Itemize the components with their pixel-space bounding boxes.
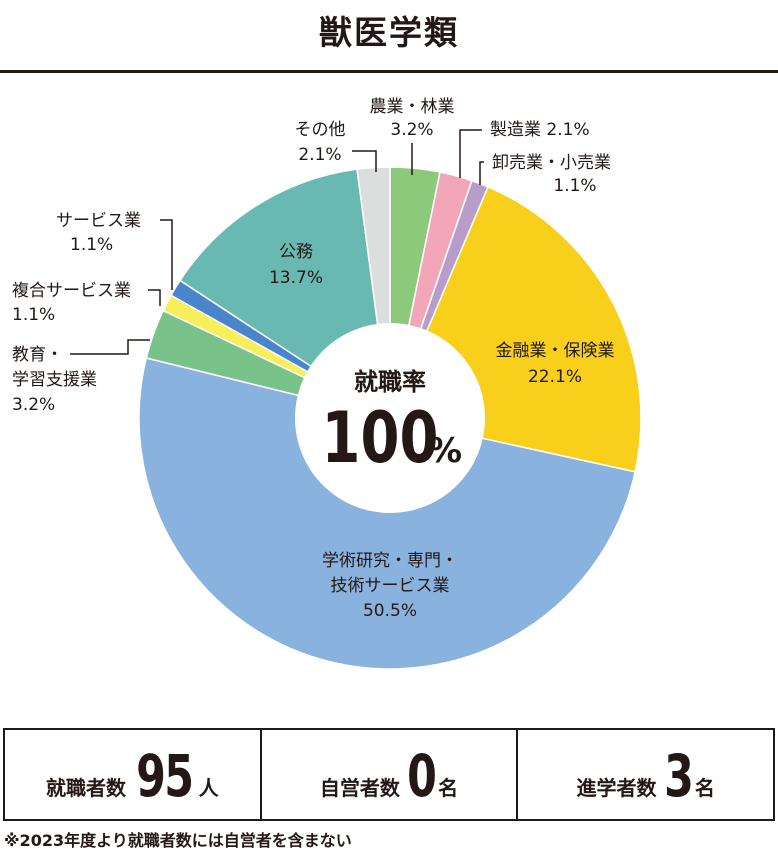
stat-label: 就職者数	[46, 776, 127, 800]
slice-label: 複合サービス業	[12, 281, 131, 301]
slice-value: 50.5%	[363, 601, 417, 621]
slice-label: その他	[295, 120, 346, 140]
slice-label: サービス業	[56, 211, 141, 231]
slice-label: 農業・林業	[370, 97, 455, 117]
stats-table: 就職者数 95 人 自営者数 0 名 進学者数 3 名	[3, 728, 775, 821]
slice-label: 製造業 2.1%	[490, 120, 590, 140]
leader-line	[70, 339, 150, 355]
stat-label: 進学者数	[576, 776, 657, 800]
stat-unit: 人	[198, 776, 219, 800]
stat-value: 95	[136, 741, 194, 810]
slice-value: 3.2%	[390, 120, 433, 140]
donut-hole	[295, 323, 485, 513]
stat-further-study: 進学者数 3 名	[516, 730, 773, 819]
stat-label: 自営者数	[319, 776, 400, 800]
chart-title: 獣医学類	[319, 13, 459, 52]
stat-self-employed: 自営者数 0 名	[259, 730, 517, 819]
pie-slice-4	[138, 357, 637, 670]
slice-label: 卸売業・小売業	[492, 153, 611, 173]
slice-value: 1.1%	[70, 235, 113, 255]
stat-unit: 名	[438, 776, 459, 800]
slice-label: 教育・	[12, 345, 63, 365]
center-unit: %	[428, 431, 462, 471]
stat-employed: 就職者数 95 人	[5, 730, 260, 819]
leader-line	[459, 129, 482, 178]
slice-value: 22.1%	[528, 367, 582, 387]
leader-line	[352, 150, 377, 172]
center-value: 100	[322, 397, 439, 479]
slice-value: 13.7%	[269, 268, 323, 288]
slice-label: 学術研究・専門・	[322, 551, 458, 571]
slice-value: 3.2%	[12, 395, 55, 415]
slice-label: 金融業・保険業	[496, 341, 615, 361]
leader-line	[148, 289, 161, 306]
stat-value: 3	[663, 741, 694, 810]
stat-unit: 名	[694, 776, 715, 800]
leader-line	[160, 219, 173, 290]
slice-label: 学習支援業	[12, 370, 97, 390]
slice-value: 2.1%	[298, 145, 341, 165]
stat-value: 0	[406, 741, 437, 810]
slice-label: 技術サービス業	[331, 576, 450, 596]
center-label: 就職率	[354, 368, 426, 396]
leader-line	[479, 161, 484, 185]
slice-label: 公務	[279, 242, 313, 262]
footnote: ※2023年度より就職者数には自営者を含まない	[4, 831, 352, 850]
title-divider	[0, 70, 778, 73]
slice-value: 1.1%	[12, 305, 55, 325]
slice-value: 1.1%	[553, 176, 596, 196]
